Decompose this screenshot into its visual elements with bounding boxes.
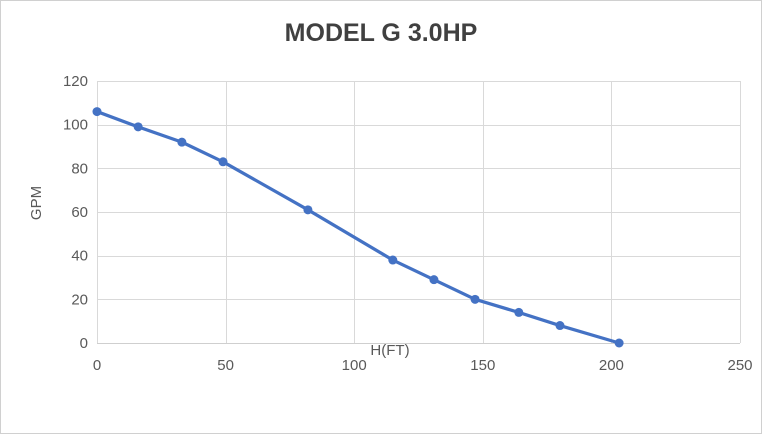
data-point-marker: [555, 321, 565, 331]
data-point-marker: [92, 107, 102, 117]
data-point-marker: [218, 157, 228, 167]
y-tick-label: 100: [63, 117, 88, 134]
x-tick-label: 100: [342, 357, 367, 374]
x-tick-label: 50: [217, 357, 234, 374]
data-point-marker: [133, 122, 143, 132]
x-tick-label: 150: [470, 357, 495, 374]
y-tick-label: 40: [71, 248, 88, 265]
y-tick-label: 80: [71, 160, 88, 177]
y-tick-label: 120: [63, 73, 88, 90]
y-tick-label: 60: [71, 204, 88, 221]
data-point-marker: [614, 338, 624, 348]
chart-title: MODEL G 3.0HP: [284, 19, 478, 47]
y-tick-label: 20: [71, 291, 88, 308]
y-tick-label: 0: [80, 335, 88, 352]
x-tick-label: 0: [93, 357, 101, 374]
data-point-marker: [514, 307, 524, 317]
data-point-marker: [429, 275, 439, 285]
data-point-marker: [470, 294, 480, 304]
x-tick-label: 200: [599, 357, 624, 374]
x-axis-title: H(FT): [370, 342, 410, 359]
data-point-marker: [303, 205, 313, 215]
pump-curve-line: [95, 109, 621, 345]
data-point-marker: [388, 255, 398, 265]
x-tick-label: 250: [727, 357, 752, 374]
data-point-marker: [177, 137, 187, 147]
